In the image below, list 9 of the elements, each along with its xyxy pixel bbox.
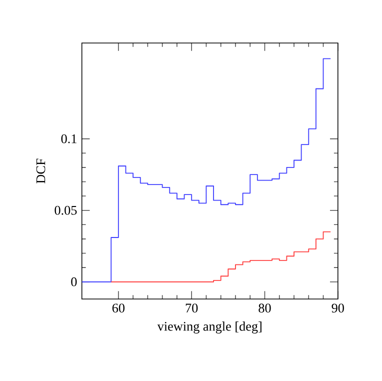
- y-tick-label: 0.1: [61, 134, 76, 144]
- y-tick-label: 0.05: [54, 206, 77, 215]
- y-tick-label: 0: [71, 277, 77, 286]
- y-axis-title: DCF: [36, 158, 46, 184]
- x-tick-label: 70: [186, 304, 198, 313]
- x-tick-label: 60: [112, 304, 125, 313]
- x-tick-label: 90: [332, 304, 344, 313]
- x-axis-title: viewing angle [deg]: [157, 322, 262, 334]
- x-tick-label: 80: [258, 304, 271, 313]
